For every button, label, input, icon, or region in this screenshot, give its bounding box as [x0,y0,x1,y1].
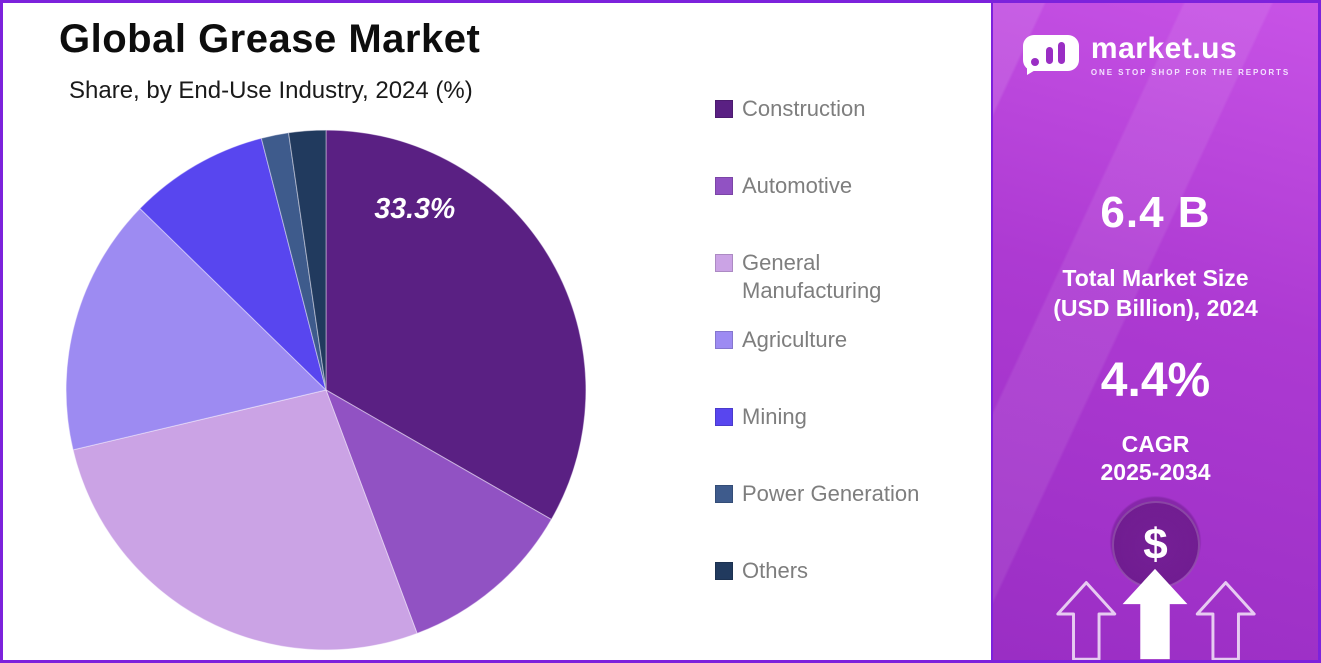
legend-item-construction: Construction [715,95,975,172]
pie-slice-agriculture [65,207,328,451]
side-panel: market.us ONE STOP SHOP FOR THE REPORTS … [991,3,1318,660]
legend-swatch-others [715,562,733,580]
legend-item-automotive: Automotive [715,172,975,249]
growth-arrows [993,568,1318,660]
legend-swatch-mining [715,408,733,426]
legend-label: Agriculture [742,327,848,352]
pie-slice-mining [139,137,327,392]
brand-logo: market.us ONE STOP SHOP FOR THE REPORTS [993,31,1318,77]
legend-label: Construction [742,96,866,121]
up-arrow-icon-center [1122,568,1188,660]
chart-legend: Construction Automotive General Manufactur… [715,95,975,634]
legend-label: General Manufacturing [742,250,882,303]
legend-label: Automotive [742,173,853,198]
chart-subtitle: Share, by End-Use Industry, 2024 (%) [69,77,473,104]
dollar-icon: $ [1143,520,1168,569]
legend-label: Mining [742,404,807,429]
pie-chart-svg: 33.3% [65,129,587,651]
legend-item-others: Others [715,557,975,634]
cagr-value: 4.4% [1100,354,1211,407]
market-size-value: 6.4 B [1100,188,1211,237]
legend-swatch-general-manufacturing [715,254,733,272]
up-arrow-icon-left [1056,581,1117,660]
market-us-logo-icon [1021,31,1081,77]
pie-chart: 33.3% [61,125,591,655]
legend-swatch-automotive [715,177,733,195]
logo-tagline: ONE STOP SHOP FOR THE REPORTS [1090,67,1291,77]
pie-slice-automotive [325,388,553,635]
legend-item-general-manufacturing: General Manufacturing [715,249,975,326]
legend-label: Others [742,558,809,583]
legend-label: Power Generation [742,481,920,506]
legend-item-mining: Mining [715,403,975,480]
market-size-label: Total Market Size [1062,265,1249,291]
pie-slice-general-manufacturing [72,389,418,651]
pie-slice-power-generation [260,132,327,391]
legend-swatch-construction [715,100,733,118]
cagr-period: 2025-2034 [1100,459,1211,485]
chart-panel: Global Grease Market Share, by End-Use I… [3,3,991,660]
legend-swatch-agriculture [715,331,733,349]
up-arrow-icon-right [1195,581,1256,660]
legend-swatch-power-generation [715,485,733,503]
logo-name: market.us [1090,31,1238,65]
market-size-unit: (USD Billion), 2024 [1053,295,1258,321]
cagr-label: CAGR [1121,431,1190,457]
legend-item-power-generation: Power Generation [715,480,975,557]
logo-text-block: market.us ONE STOP SHOP FOR THE REPORTS [1091,32,1290,77]
pie-slice-construction [325,129,587,521]
pie-slice-others [287,129,327,391]
page-title: Global Grease Market [59,17,481,61]
legend-item-agriculture: Agriculture [715,326,975,403]
pie-annotation: 33.3% [374,193,455,225]
